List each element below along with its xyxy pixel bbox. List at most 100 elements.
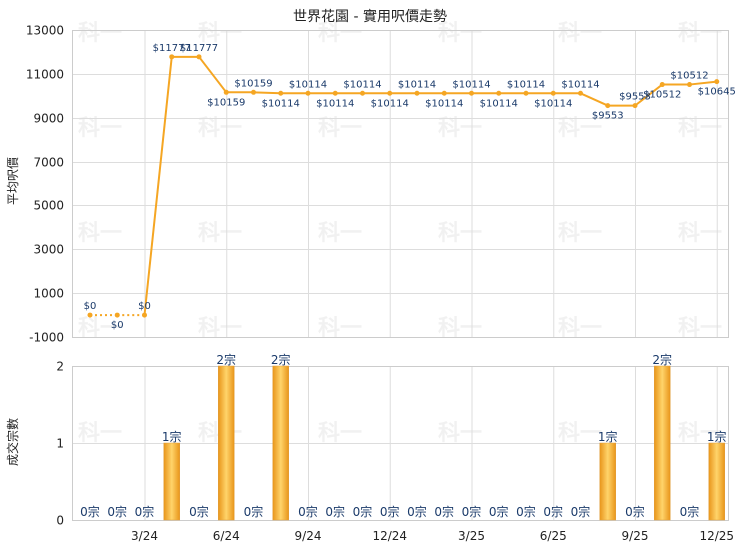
line-point bbox=[441, 90, 447, 96]
line-data-label: $10512 bbox=[670, 71, 708, 82]
line-data-label: $0 bbox=[138, 301, 151, 312]
watermark-text: 科一 bbox=[678, 116, 722, 141]
line-segment bbox=[634, 83, 663, 107]
line-point bbox=[223, 89, 229, 95]
line-y-tick-label: 5000 bbox=[33, 199, 64, 213]
line-y-axis-label: 平均呎價 bbox=[6, 157, 20, 205]
line-data-label: $10114 bbox=[480, 98, 518, 109]
line-point bbox=[714, 79, 720, 85]
watermark-text: 科一 bbox=[558, 116, 602, 141]
bar-data-label: 0宗 bbox=[680, 504, 700, 519]
watermark-text: 科一 bbox=[558, 316, 602, 341]
watermark-text: 科一 bbox=[78, 421, 122, 446]
bar-y-tick-label: 2 bbox=[56, 360, 64, 374]
line-point bbox=[469, 90, 474, 96]
line-segment bbox=[143, 56, 173, 316]
watermark-text: 科一 bbox=[198, 21, 242, 46]
bar bbox=[708, 442, 725, 521]
line-data-label: $10512 bbox=[643, 90, 681, 101]
line-point bbox=[196, 54, 202, 60]
bar-data-label: 1宗 bbox=[598, 429, 618, 444]
bar-data-label: 0宗 bbox=[516, 504, 536, 519]
line-data-label: $9553 bbox=[619, 92, 651, 103]
line-point bbox=[142, 312, 147, 318]
line-y-tick-label: 13000 bbox=[26, 24, 64, 38]
line-plot-frame bbox=[72, 30, 729, 338]
line-segment bbox=[198, 56, 228, 93]
line-data-label: $10114 bbox=[262, 98, 300, 109]
bar-data-label: 1宗 bbox=[162, 429, 182, 444]
watermark-text: 科一 bbox=[678, 316, 722, 341]
line-point bbox=[523, 90, 529, 96]
line-y-tick-label: 1000 bbox=[33, 287, 64, 301]
line-data-label: $11777 bbox=[153, 43, 191, 54]
watermark-text: 科一 bbox=[438, 116, 482, 141]
line-point bbox=[387, 90, 393, 96]
watermark-text: 科一 bbox=[78, 316, 122, 341]
line-point bbox=[632, 103, 638, 109]
line-segment bbox=[689, 80, 717, 86]
bar-data-label: 0宗 bbox=[80, 504, 100, 519]
watermark-text: 科一 bbox=[558, 221, 602, 246]
bar-data-label: 2宗 bbox=[271, 352, 291, 367]
line-y-tick-label: 9000 bbox=[33, 112, 64, 126]
bar-plot-frame bbox=[72, 366, 729, 521]
bar-y-tick-label: 0 bbox=[56, 514, 64, 528]
watermark-text: 科一 bbox=[438, 21, 482, 46]
x-tick-label: 9/25 bbox=[622, 529, 649, 543]
line-data-label: $10645 bbox=[698, 87, 736, 98]
bar bbox=[218, 365, 235, 521]
line-point bbox=[251, 89, 256, 95]
bar-data-label: 0宗 bbox=[543, 504, 563, 519]
line-data-label: $10114 bbox=[507, 79, 545, 90]
bar-data-label: 0宗 bbox=[462, 504, 482, 519]
x-tick-label: 6/24 bbox=[213, 529, 240, 543]
watermark-text: 科一 bbox=[678, 21, 722, 46]
bar-data-label: 2宗 bbox=[652, 352, 672, 367]
line-point bbox=[578, 90, 583, 96]
bar-data-label: 0宗 bbox=[434, 504, 454, 519]
x-tick-label: 6/25 bbox=[540, 529, 567, 543]
line-point bbox=[332, 90, 338, 96]
bar-data-label: 1宗 bbox=[707, 429, 727, 444]
line-segment bbox=[253, 91, 281, 95]
bar-data-label: 0宗 bbox=[325, 504, 345, 519]
line-point bbox=[169, 54, 175, 60]
bar bbox=[654, 365, 671, 521]
line-point bbox=[360, 90, 365, 96]
watermark-text: 科一 bbox=[558, 21, 602, 46]
bar bbox=[163, 442, 180, 521]
line-y-tick-label: -1000 bbox=[29, 331, 64, 345]
watermark-text: 科一 bbox=[318, 116, 362, 141]
watermark-text: 科一 bbox=[78, 221, 122, 246]
watermark-text: 科一 bbox=[438, 421, 482, 446]
line-point bbox=[659, 82, 665, 88]
line-data-label: $0 bbox=[111, 320, 124, 331]
line-point bbox=[496, 90, 502, 96]
line-y-tick-label: 7000 bbox=[33, 156, 64, 170]
line-data-label: $10159 bbox=[234, 78, 272, 89]
watermark-text: 科一 bbox=[78, 116, 122, 141]
line-point bbox=[87, 312, 93, 318]
watermark-text: 科一 bbox=[318, 316, 362, 341]
watermark-text: 科一 bbox=[78, 21, 122, 46]
line-point bbox=[605, 103, 611, 109]
line-segment bbox=[580, 92, 609, 107]
bar-data-label: 0宗 bbox=[407, 504, 427, 519]
line-data-label: $9553 bbox=[592, 111, 624, 122]
bar-y-tick-label: 1 bbox=[56, 437, 64, 451]
bar-y-axis-label: 成交宗數 bbox=[5, 418, 20, 466]
line-data-label: $10159 bbox=[207, 97, 245, 108]
line-data-label: $0 bbox=[84, 301, 97, 312]
line-y-tick-label: 3000 bbox=[33, 243, 64, 257]
line-data-label: $10114 bbox=[316, 98, 354, 109]
watermark-text: 科一 bbox=[318, 221, 362, 246]
watermark-text: 科一 bbox=[678, 421, 722, 446]
bar bbox=[272, 365, 289, 521]
line-data-label: $10114 bbox=[398, 79, 436, 90]
watermark-text: 科一 bbox=[318, 21, 362, 46]
bar-data-label: 2宗 bbox=[216, 352, 236, 367]
x-tick-label: 12/25 bbox=[699, 529, 734, 543]
